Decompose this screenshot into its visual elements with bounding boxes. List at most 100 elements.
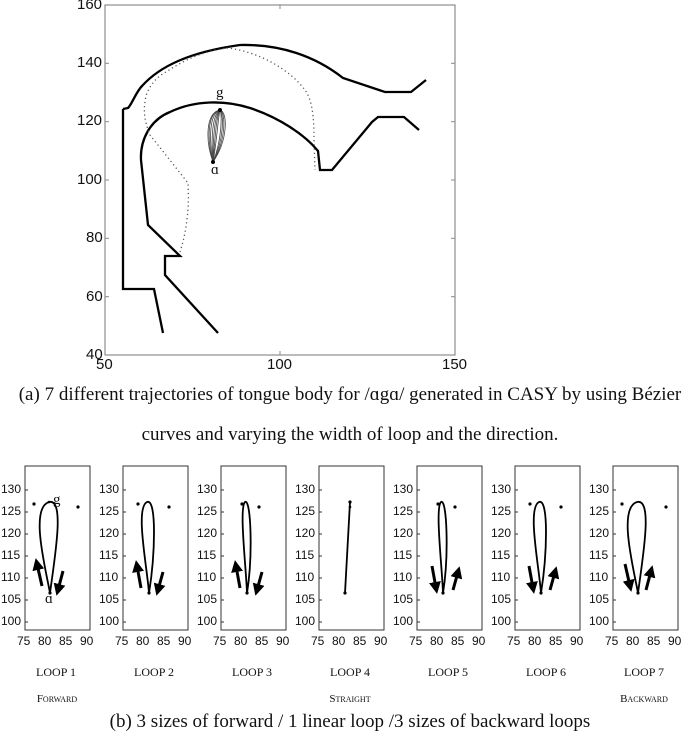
y-tick: 120 (99, 526, 120, 540)
tongue-outline-line (139, 101, 420, 334)
y-tick: 115 (99, 548, 119, 562)
annotation-a: ɑ (211, 162, 219, 178)
y-tick-60: 60 (86, 288, 103, 305)
x-tick: 85 (549, 634, 563, 648)
x-tick: 80 (38, 634, 52, 648)
y-tick: 105 (1, 592, 22, 606)
y-tick: 115 (491, 548, 511, 562)
y-tick: 100 (1, 614, 22, 628)
x-tick: 75 (409, 634, 423, 648)
y-tick: 115 (1, 548, 21, 562)
x-tick: 80 (626, 634, 640, 648)
label-backward: Backward (620, 693, 668, 705)
y-tick: 105 (393, 592, 414, 606)
y-tick-100: 100 (77, 171, 103, 188)
panel-loop-3 (220, 465, 287, 631)
y-tick: 120 (393, 526, 414, 540)
y-tick: 100 (393, 614, 414, 628)
x-tick: 90 (374, 634, 388, 648)
y-tick: 125 (393, 504, 414, 518)
y-tick: 120 (491, 526, 512, 540)
y-tick: 120 (1, 526, 22, 540)
label-loop-1: LOOP 1 (36, 665, 76, 679)
pharynx-wall-line (121, 109, 165, 334)
label-loop-2: LOOP 2 (134, 665, 174, 679)
x-tick: 80 (528, 634, 542, 648)
y-tick: 105 (99, 592, 120, 606)
y-tick: 130 (589, 482, 610, 496)
panel-loop-7 (612, 465, 679, 631)
y-tick: 100 (99, 614, 120, 628)
y-tick: 110 (393, 570, 413, 584)
y-tick: 100 (295, 614, 316, 628)
y-tick: 110 (589, 570, 609, 584)
vocal-tract-plot (104, 4, 456, 356)
x-tick: 85 (255, 634, 269, 648)
y-tick-140: 140 (77, 54, 103, 71)
panel-loop-4 (318, 465, 385, 631)
y-tick: 125 (99, 504, 120, 518)
label-forward: Forward (36, 693, 78, 705)
y-tick: 105 (295, 592, 316, 606)
x-tick: 80 (332, 634, 346, 648)
y-tick: 110 (197, 570, 217, 584)
x-tick: 90 (472, 634, 486, 648)
x-tick: 85 (157, 634, 171, 648)
y-tick: 125 (491, 504, 512, 518)
x-tick: 75 (115, 634, 129, 648)
label-straight: Straight (329, 693, 371, 705)
x-tick: 80 (234, 634, 248, 648)
x-tick: 85 (647, 634, 661, 648)
y-tick: 100 (589, 614, 610, 628)
x-tick: 90 (178, 634, 192, 648)
y-tick: 130 (295, 482, 316, 496)
caption-a-line2: curves and varying the width of loop and… (141, 424, 559, 445)
y-tick: 125 (197, 504, 218, 518)
x-tick: 75 (213, 634, 227, 648)
trajectory-bundle (207, 109, 226, 163)
y-tick: 110 (99, 570, 119, 584)
x-tick: 75 (17, 634, 31, 648)
x-tick: 90 (276, 634, 290, 648)
annotation-g: g (216, 85, 224, 101)
y-tick: 125 (589, 504, 610, 518)
x-tick: 85 (59, 634, 73, 648)
y-tick: 105 (589, 592, 610, 606)
x-tick: 75 (605, 634, 619, 648)
x-tick: 75 (507, 634, 521, 648)
panel-loop-2 (122, 465, 189, 631)
y-tick: 130 (1, 482, 22, 496)
y-tick: 105 (197, 592, 218, 606)
y-tick-80: 80 (86, 229, 103, 246)
x-tick: 85 (353, 634, 367, 648)
x-tick: 90 (668, 634, 682, 648)
y-tick: 105 (491, 592, 512, 606)
y-tick: 115 (295, 548, 315, 562)
y-tick: 120 (589, 526, 610, 540)
y-tick: 100 (491, 614, 512, 628)
y-tick: 130 (197, 482, 218, 496)
label-loop-5: LOOP 5 (428, 665, 468, 679)
label-loop-4: LOOP 4 (330, 665, 370, 679)
panel-loop-1 (24, 465, 91, 631)
upper-tract-line (122, 43, 427, 111)
x-tick-100: 100 (267, 356, 293, 373)
y-tick: 100 (197, 614, 218, 628)
y-tick: 110 (491, 570, 511, 584)
y-tick: 130 (393, 482, 414, 496)
label-loop-7: LOOP 7 (624, 665, 664, 679)
x-tick: 90 (80, 634, 94, 648)
label-loop-3: LOOP 3 (232, 665, 272, 679)
y-tick: 125 (1, 504, 22, 518)
y-tick: 115 (393, 548, 413, 562)
y-tick: 115 (197, 548, 217, 562)
y-tick: 110 (1, 570, 21, 584)
x-tick: 80 (430, 634, 444, 648)
y-tick: 120 (197, 526, 218, 540)
panel-loop-5 (416, 465, 483, 631)
y-tick-40: 40 (86, 346, 103, 363)
panel1-annotation-g: g (53, 492, 61, 508)
label-loop-6: LOOP 6 (526, 665, 566, 679)
y-tick: 120 (295, 526, 316, 540)
